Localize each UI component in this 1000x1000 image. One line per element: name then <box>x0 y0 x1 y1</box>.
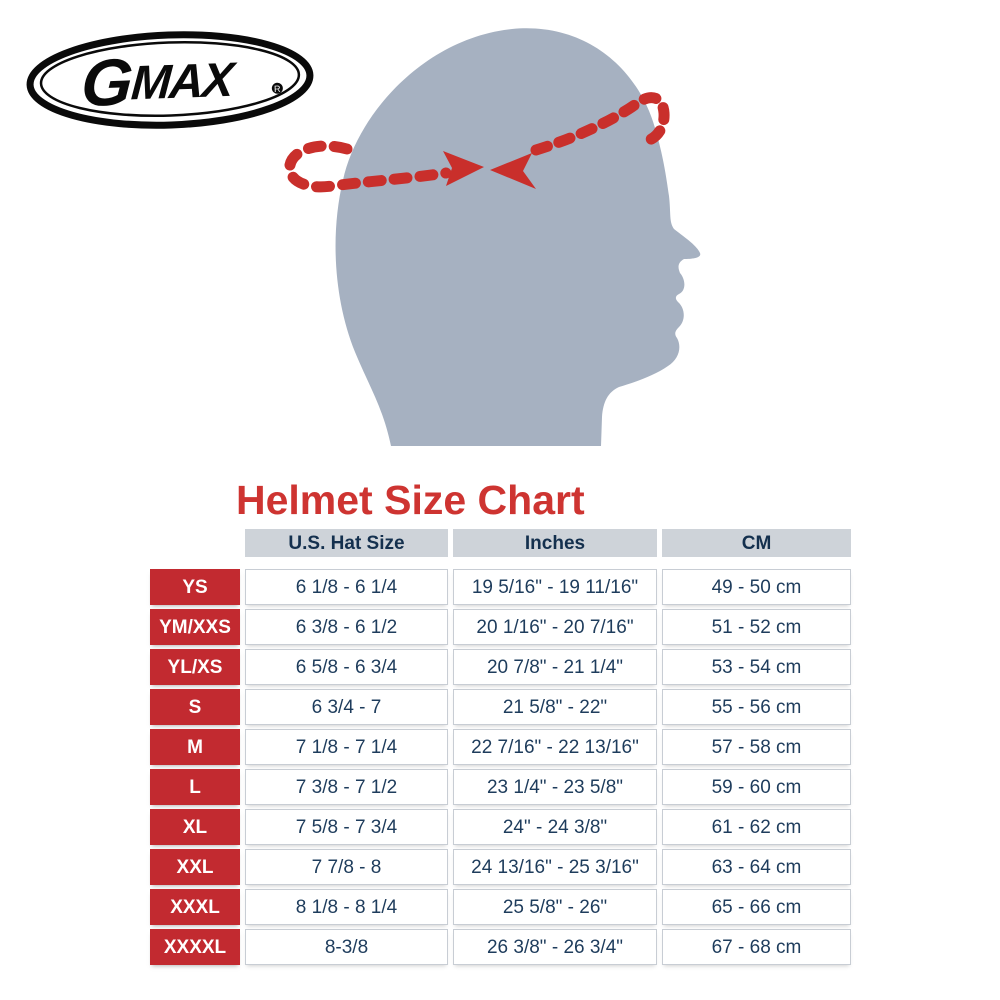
size-label-cell: YL/XS <box>150 649 240 685</box>
hat-size-cell: 6 1/8 - 6 1/4 <box>245 569 448 605</box>
logo-text-max: MAX <box>130 53 239 111</box>
size-label-cell: YM/XXS <box>150 609 240 645</box>
cm-cell: 59 - 60 cm <box>662 769 851 805</box>
inches-cell: 26 3/8" - 26 3/4" <box>453 929 657 965</box>
head-silhouette-illustration <box>284 28 701 446</box>
size-label-cell: YS <box>150 569 240 605</box>
hat-size-cell: 6 3/4 - 7 <box>245 689 448 725</box>
hat-size-cell: 6 3/8 - 6 1/2 <box>245 609 448 645</box>
hat-size-cell: 7 7/8 - 8 <box>245 849 448 885</box>
size-table: U.S. Hat Size Inches CM YS 6 1/8 - 6 1/4… <box>150 529 851 965</box>
hat-size-cell: 8-3/8 <box>245 929 448 965</box>
hat-size-cell: 8 1/8 - 8 1/4 <box>245 889 448 925</box>
inches-cell: 22 7/16" - 22 13/16" <box>453 729 657 765</box>
measuring-band-front <box>284 140 452 193</box>
inches-cell: 19 5/16" - 19 11/16" <box>453 569 657 605</box>
hat-size-cell: 7 3/8 - 7 1/2 <box>245 769 448 805</box>
hat-size-cell: 6 5/8 - 6 3/4 <box>245 649 448 685</box>
inches-cell: 24 13/16" - 25 3/16" <box>453 849 657 885</box>
inches-cell: 25 5/8" - 26" <box>453 889 657 925</box>
logo-outer-ring <box>26 31 314 129</box>
cm-cell: 53 - 54 cm <box>662 649 851 685</box>
logo-letter-g: G <box>79 45 134 121</box>
column-header-hat-size: U.S. Hat Size <box>245 529 448 557</box>
size-label-cell: XXXL <box>150 889 240 925</box>
measuring-band-rear <box>530 92 670 156</box>
size-label-cell: XXL <box>150 849 240 885</box>
size-label-cell: XL <box>150 809 240 845</box>
inches-cell: 24" - 24 3/8" <box>453 809 657 845</box>
registered-mark: R <box>274 84 281 94</box>
hat-size-cell: 7 1/8 - 7 1/4 <box>245 729 448 765</box>
gmax-logo: G MAX R <box>26 31 314 129</box>
arrow-left-icon <box>490 153 536 189</box>
cm-cell: 61 - 62 cm <box>662 809 851 845</box>
table-corner-spacer <box>150 529 240 565</box>
cm-cell: 57 - 58 cm <box>662 729 851 765</box>
size-label-cell: XXXXL <box>150 929 240 965</box>
size-label-cell: M <box>150 729 240 765</box>
head-silhouette <box>335 28 701 446</box>
hat-size-cell: 7 5/8 - 7 3/4 <box>245 809 448 845</box>
arrow-right-icon <box>443 151 484 186</box>
column-header-cm: CM <box>662 529 851 557</box>
size-label-cell: L <box>150 769 240 805</box>
cm-cell: 49 - 50 cm <box>662 569 851 605</box>
column-header-inches: Inches <box>453 529 657 557</box>
inches-cell: 23 1/4" - 23 5/8" <box>453 769 657 805</box>
size-label-cell: S <box>150 689 240 725</box>
cm-cell: 65 - 66 cm <box>662 889 851 925</box>
cm-cell: 55 - 56 cm <box>662 689 851 725</box>
registered-mark-dot <box>271 82 283 94</box>
inches-cell: 20 7/8" - 21 1/4" <box>453 649 657 685</box>
cm-cell: 51 - 52 cm <box>662 609 851 645</box>
cm-cell: 67 - 68 cm <box>662 929 851 965</box>
cm-cell: 63 - 64 cm <box>662 849 851 885</box>
page-title: Helmet Size Chart <box>236 477 585 523</box>
measuring-band <box>284 92 670 193</box>
inches-cell: 20 1/16" - 20 7/16" <box>453 609 657 645</box>
inches-cell: 21 5/8" - 22" <box>453 689 657 725</box>
logo-inner-ring <box>39 40 301 118</box>
